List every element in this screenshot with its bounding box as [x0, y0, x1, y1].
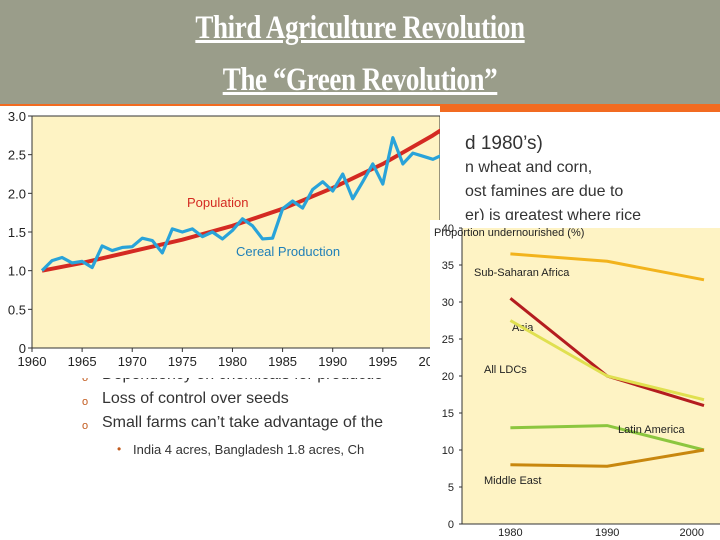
y-tick-label: 40 — [442, 223, 454, 235]
x-tick-label: 1970 — [118, 354, 147, 369]
y-tick-label: 2.0 — [8, 186, 26, 201]
x-tick-label: 1980 — [218, 354, 247, 369]
text-fragment-1: n wheat and corn, — [465, 159, 593, 176]
bullet-item: Loss of control over seeds — [102, 390, 289, 407]
y-tick-label: 30 — [442, 297, 454, 309]
heading-fragment: d 1980’s) — [465, 133, 543, 154]
y-tick-label: 5 — [448, 482, 454, 494]
sub-bullet-item: India 4 acres, Bangladesh 1.8 acres, Ch — [133, 442, 365, 457]
y-tick-label: 20 — [442, 371, 454, 383]
series-line-cereal-production — [40, 136, 440, 272]
y-tick-label: 1.5 — [8, 225, 26, 240]
series-label-all-ldcs: All LDCs — [484, 364, 527, 376]
series-line-all-ldcs — [509, 319, 705, 402]
slide-subtitle: The “Green Revolution” — [222, 62, 498, 98]
y-tick-label: 15 — [442, 408, 454, 420]
undernourished-chart: Proportion undernourished (%) 0 5 10 15 20 25 3… — [430, 220, 720, 540]
bullet-marker: o — [82, 420, 89, 432]
population-cereal-chart: 0 0.5 1.0 1.5 2.0 2.5 3.0 1960 1965 1970 1975 1980 1… — [0, 106, 440, 378]
y-tick-label: 1.0 — [8, 264, 26, 279]
x-tick-label: 1990 — [318, 354, 347, 369]
chart-title: Proportion undernourished (%) — [434, 227, 584, 239]
x-tick-label: 2000 — [680, 527, 704, 539]
series-line-population — [41, 128, 440, 273]
series-label-latin-america: Latin America — [618, 424, 686, 436]
y-tick-label: 0 — [448, 519, 454, 531]
series-label-middle-east: Middle East — [484, 475, 541, 487]
x-tick-label: 1995 — [368, 354, 397, 369]
text-fragment-2: ost famines are due to — [465, 183, 624, 200]
bullet-marker: o — [82, 396, 89, 408]
x-tick-label: 1965 — [68, 354, 97, 369]
series-line-middle-east — [510, 448, 705, 468]
y-tick-label: 2.5 — [8, 148, 26, 163]
x-tick-label: 1960 — [18, 354, 47, 369]
y-tick-label: 25 — [442, 334, 454, 346]
plot-area — [462, 228, 720, 524]
y-tick-label: 10 — [442, 445, 454, 457]
y-tick-label: 3.0 — [8, 109, 26, 124]
y-tick-label: 35 — [442, 260, 454, 272]
x-tick-label: 1975 — [168, 354, 197, 369]
bullet-marker: o — [82, 372, 89, 384]
y-tick-label: 0 — [19, 341, 26, 356]
series-line-latin-america — [510, 424, 705, 452]
title-bar — [0, 0, 720, 104]
y-tick-label: 0.5 — [8, 302, 26, 317]
series-label-sub-saharan-africa: Sub-Saharan Africa — [474, 267, 570, 279]
sub-bullet-marker: • — [117, 442, 122, 456]
series-label-cereal: Cereal Production — [236, 244, 340, 259]
series-label-population: Population — [187, 195, 248, 210]
bullet-item: Small farms can’t take advantage of the — [102, 414, 384, 431]
slide-title: Third Agriculture Revolution — [195, 10, 525, 46]
x-tick-label: 1980 — [498, 527, 522, 539]
x-tick-label: 1985 — [268, 354, 297, 369]
x-tick-label: 1990 — [595, 527, 619, 539]
text-fragment-3: er) is greatest where rice — [465, 207, 642, 224]
series-line-sub-saharan-africa — [510, 252, 705, 282]
plot-area — [31, 115, 440, 349]
